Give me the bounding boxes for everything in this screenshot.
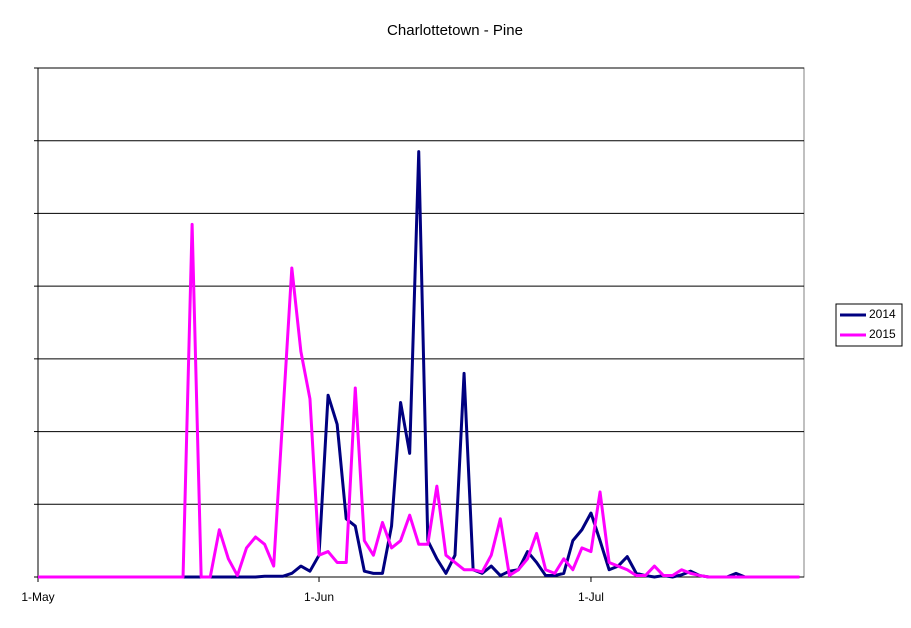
x-tick-label: 1-Jun: [304, 590, 334, 604]
series-line: [38, 222, 800, 579]
plot-area: [37, 67, 805, 578]
legend-label: 2015: [869, 327, 896, 341]
legend-label: 2014: [869, 307, 896, 321]
chart-title: Charlottetown - Pine: [387, 22, 523, 39]
x-tick-label: 1-Jul: [578, 590, 604, 604]
legend-box: [835, 303, 903, 347]
x-tick-label: 1-May: [21, 590, 54, 604]
